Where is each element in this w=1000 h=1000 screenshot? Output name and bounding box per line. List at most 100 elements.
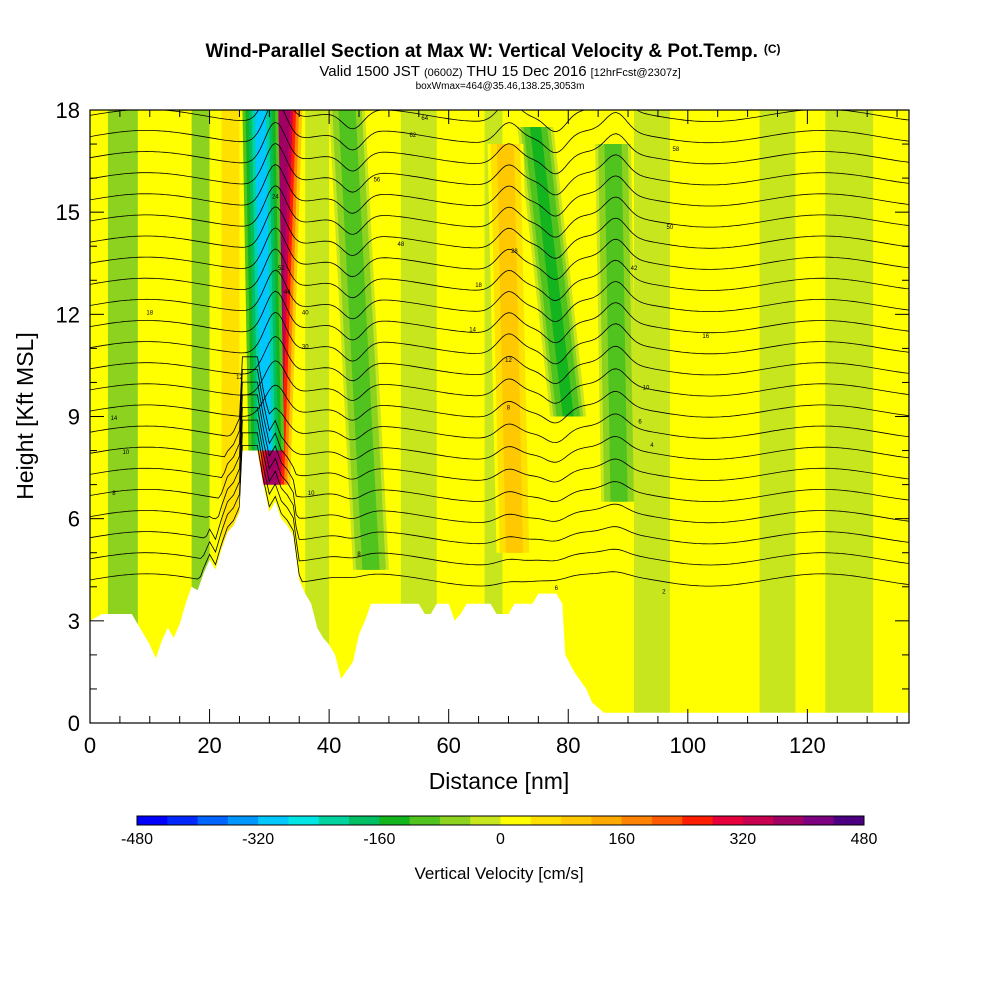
velocity-band-11: [759, 110, 796, 723]
contour-label-21: 40: [302, 310, 309, 316]
theta-contour: [90, 164, 909, 217]
velocity-band-12: [825, 110, 874, 723]
contour-label-17: 14: [111, 416, 118, 422]
updraft-70-level-4: [499, 144, 520, 553]
contour-label-7: 28: [511, 249, 518, 255]
contour-label-8: 18: [475, 283, 482, 289]
colorbar-swatch: [773, 816, 804, 825]
theta-contour: [90, 185, 909, 238]
x-tick-label: 80: [556, 733, 580, 758]
x-tick-label: 60: [436, 733, 460, 758]
colorbar-swatch: [288, 816, 320, 825]
velocity-band-9: [634, 110, 670, 723]
colorbar-tick-label: 480: [851, 831, 878, 848]
colorbar-swatch: [803, 816, 835, 825]
y-axis: 0 3 6 9 12 15 18: [56, 98, 909, 736]
x-tick-label: 100: [669, 733, 706, 758]
contour-label-28: 52: [278, 266, 285, 272]
theta-contour: [90, 110, 909, 133]
theta-contour: [90, 384, 909, 424]
colorbar-swatch: [712, 816, 744, 825]
theta-contour: [90, 121, 909, 175]
colorbar-swatch: [258, 816, 289, 825]
contour-label-25: 6: [555, 586, 559, 592]
contour-labels: 6462585650484228181614121086418141081240…: [111, 116, 710, 595]
contour-label-9: 16: [702, 334, 709, 340]
colorbar-tick-label: 160: [608, 831, 635, 848]
contour-label-16: 18: [146, 310, 153, 316]
contour-label-14: 6: [638, 419, 642, 425]
contour-label-29: 46: [284, 290, 291, 296]
y-tick-label: 9: [68, 405, 80, 430]
colorbar-swatch: [561, 816, 592, 825]
theta-contour: [90, 248, 909, 301]
velocity-band-7: [448, 110, 473, 723]
colorbar-swatch: [137, 816, 168, 825]
contour-label-2: 58: [673, 147, 680, 153]
contour-label-10: 14: [469, 327, 476, 333]
colorbar-tick-label: 320: [729, 831, 756, 848]
colorbar-tick-label: -480: [121, 831, 153, 848]
main-downdraft-level-4: [254, 110, 272, 451]
colorbar-swatch: [318, 816, 350, 825]
y-tick-label: 18: [56, 98, 80, 123]
colorbar-swatch: [349, 816, 380, 825]
colorbar-tick-label: 0: [496, 831, 505, 848]
downdraft-78-level-4: [529, 127, 574, 417]
y-tick-label: 3: [68, 609, 80, 634]
theta-contour: [90, 360, 909, 404]
contour-label-18: 10: [123, 450, 130, 456]
colorbar-frame: [136, 815, 865, 826]
colorbar-label: Vertical Velocity [cm/s]: [414, 864, 583, 883]
contour-label-12: 10: [643, 385, 650, 391]
colorbar-swatch: [409, 816, 441, 825]
contour-label-19: 8: [112, 491, 116, 497]
colorbar-swatch: [439, 816, 471, 825]
y-tick-label: 12: [56, 302, 80, 327]
terrain-mask: [90, 450, 909, 723]
theta-contour: [90, 110, 909, 154]
y-tick-label: 15: [56, 200, 80, 225]
velocity-band-2: [155, 110, 174, 723]
downdraft-88-level-4: [607, 144, 625, 502]
theta-contour: [90, 369, 909, 463]
chart-subtitle2: boxWmax=464@35.46,138.25,3053m: [416, 81, 585, 92]
title-text: Wind-Parallel Section at Max W: Vertical…: [205, 41, 757, 62]
theta-contour: [90, 356, 909, 444]
contour-label-3: 56: [374, 178, 381, 184]
title-block: Wind-Parallel Section at Max W: Vertical…: [205, 41, 780, 92]
theta-contour: [90, 290, 909, 344]
contour-label-22: 30: [302, 344, 309, 350]
x-tick-label: 120: [789, 733, 826, 758]
theta-contour: [90, 227, 909, 280]
colorbar-tick-label: -160: [363, 831, 395, 848]
contour-label-6: 42: [631, 266, 638, 272]
plot-area: 6462585650484228181614121086418141081240…: [90, 110, 909, 723]
subtitle-fcst: [12hrFcst@2307z]: [591, 67, 681, 79]
contour-label-20: 12: [236, 375, 243, 381]
colorbar: -480 -320 -160 0 160 320 480: [121, 815, 878, 848]
x-axis-label: Distance [nm]: [429, 768, 570, 794]
colorbar-swatch: [197, 816, 229, 825]
chart-title: Wind-Parallel Section at Max W: Vertical…: [205, 41, 780, 62]
downdraft-44-level-4: [341, 110, 377, 570]
colorbar-swatch: [167, 816, 198, 825]
contour-label-26: 2: [662, 590, 666, 596]
x-tick-label: 0: [84, 733, 96, 758]
theta-contour: [90, 206, 909, 259]
y-tick-label: 0: [68, 711, 80, 736]
colorbar-swatch: [227, 816, 259, 825]
y-axis-label: Height [Kft MSL]: [12, 332, 38, 499]
colorbar-swatch: [591, 816, 623, 825]
theta-contour: [90, 269, 909, 323]
colorbar-swatch: [682, 816, 713, 825]
contour-label-0: 64: [421, 116, 428, 122]
theta-contour: [90, 311, 909, 365]
contour-label-4: 50: [667, 225, 674, 231]
contour-label-23: 10: [308, 491, 315, 497]
theta-contour: [90, 419, 909, 545]
contour-label-15: 4: [650, 443, 654, 449]
contour-label-24: 8: [357, 552, 361, 558]
contour-label-11: 12: [505, 358, 512, 364]
